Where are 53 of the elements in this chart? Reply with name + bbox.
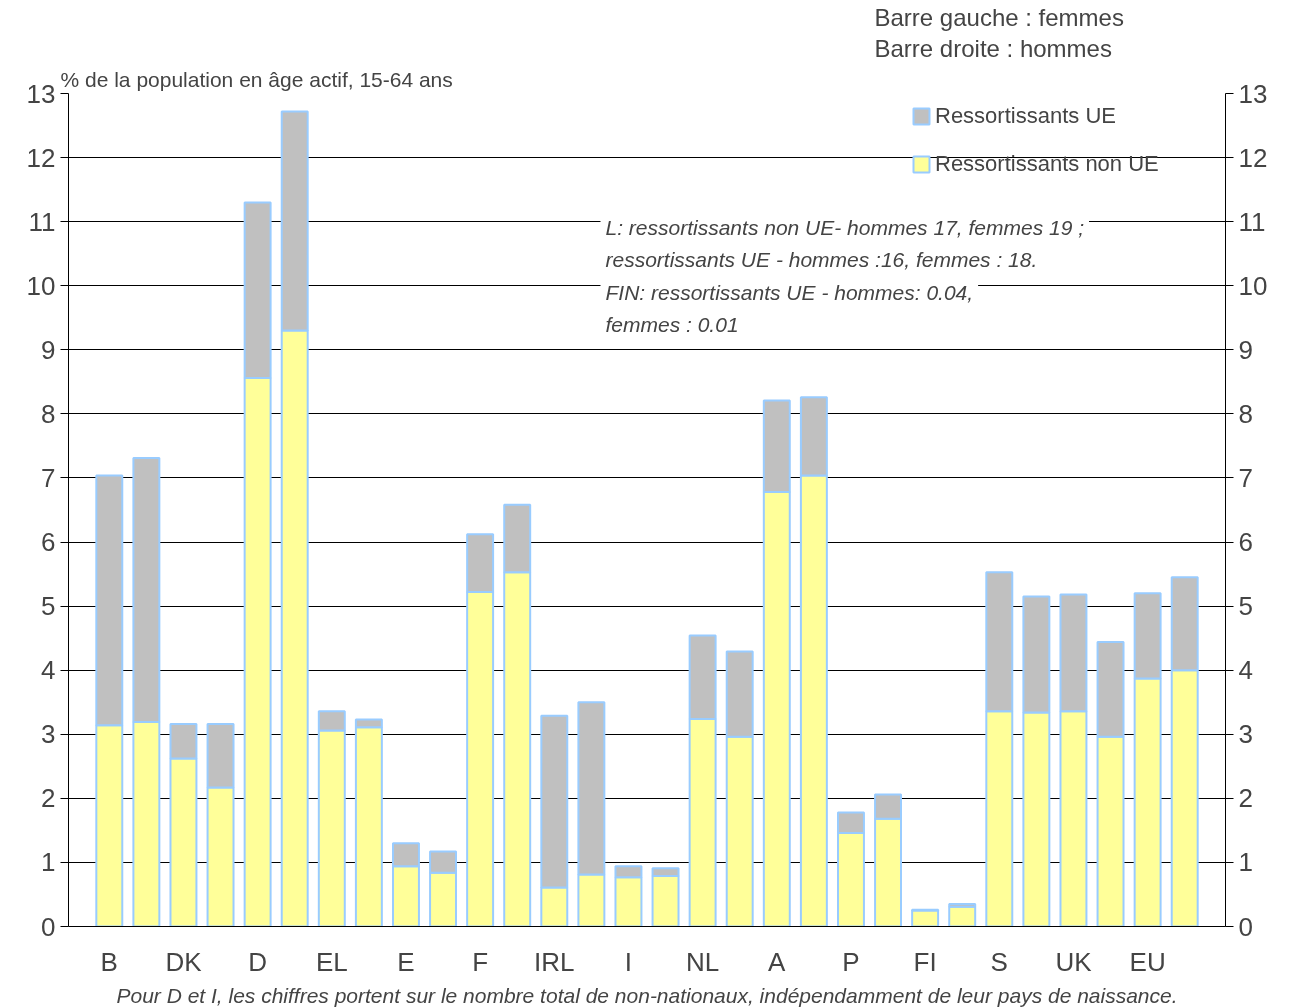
y-tick-label: 1 <box>41 847 56 878</box>
y-tick-label: 7 <box>41 462 56 493</box>
y-axis-title: % de la population en âge actif, 15-64 ans <box>60 67 453 91</box>
y-tick-label: 9 <box>41 334 56 365</box>
y-tick-label: 11 <box>28 206 56 237</box>
y2-tick-label: 4 <box>1238 655 1253 686</box>
legend-label: Ressortissants non UE <box>935 151 1160 177</box>
y2-tick-label: 13 <box>1238 78 1268 109</box>
x-tick-label: EU <box>1129 946 1166 977</box>
x-tick-label: A <box>768 946 787 977</box>
y-tick-label: 8 <box>41 398 56 429</box>
y-tick-label: 12 <box>26 142 56 173</box>
x-tick-label: S <box>990 946 1008 977</box>
x-tick-label: E <box>397 946 415 977</box>
x-tick-label: B <box>100 946 118 977</box>
y2-tick-label: 8 <box>1238 398 1253 429</box>
y2-tick-label: 9 <box>1238 334 1253 365</box>
x-tick-label: FI <box>913 946 937 977</box>
y2-tick-label: 2 <box>1238 783 1253 814</box>
y-tick-label: 0 <box>41 911 56 942</box>
y2-tick-label: 11 <box>1238 206 1266 237</box>
x-tick-label: F <box>472 946 489 977</box>
annotation: FIN: ressortissants UE - hommes: 0.04, <box>605 280 974 304</box>
y-tick-label: 13 <box>26 78 56 109</box>
y2-tick-label: 12 <box>1238 142 1268 173</box>
x-tick-label: NL <box>686 946 720 977</box>
y-tick-label: 10 <box>26 270 56 301</box>
x-tick-label: EL <box>315 946 348 977</box>
y-tick-label: 3 <box>41 719 56 750</box>
x-tick-label: DK <box>165 946 203 977</box>
x-tick-label: UK <box>1055 946 1093 977</box>
x-tick-label: IRL <box>534 946 575 977</box>
x-tick-label: I <box>624 946 633 977</box>
y2-tick-label: 6 <box>1238 527 1253 558</box>
y2-tick-label: 5 <box>1238 591 1253 622</box>
y-tick-label: 5 <box>41 591 56 622</box>
y2-tick-label: 7 <box>1238 462 1253 493</box>
y-tick-label: 4 <box>41 655 56 686</box>
annotation: femmes : 0.01 <box>605 313 739 337</box>
annotation: L: ressortissants non UE- hommes 17, femmes 19 ; <box>605 215 1085 239</box>
text: Barre droite : hommes <box>874 34 1112 62</box>
y2-tick-label: 3 <box>1238 719 1253 750</box>
y2-tick-label: 0 <box>1238 911 1253 942</box>
x-tick-label: D <box>248 946 268 977</box>
legend-label: Ressortissants UE <box>935 103 1117 129</box>
annotation: ressortissants UE - hommes :16, femmes : 18. <box>605 248 1038 272</box>
y-tick-label: 6 <box>41 527 56 558</box>
text: Pour D et I, les chiffres portent sur le nombre total de non-nationaux, indépendamment de leur pays de naissance. <box>116 983 1178 1007</box>
text: Barre gauche : femmes <box>874 3 1124 31</box>
y2-tick-label: 1 <box>1238 847 1253 878</box>
y2-tick-label: 10 <box>1238 270 1268 301</box>
y-tick-label: 2 <box>41 783 56 814</box>
x-tick-label: P <box>842 946 860 977</box>
